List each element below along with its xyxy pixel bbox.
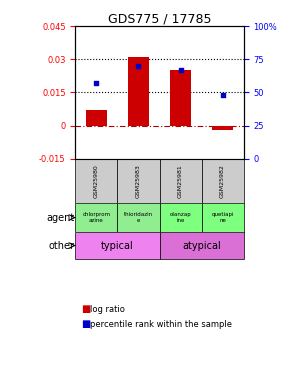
Text: GSM25983: GSM25983 [136,164,141,198]
Bar [160,159,202,203]
Text: agent: agent [46,213,75,222]
Bar [75,232,160,259]
Text: GSM25981: GSM25981 [178,164,183,198]
Bar [202,159,244,203]
Text: GSM25980: GSM25980 [94,164,99,198]
Bar [75,203,117,232]
Text: chlorprom
azine: chlorprom azine [82,212,110,223]
Text: ■: ■ [81,304,90,314]
Text: percentile rank within the sample: percentile rank within the sample [90,320,232,329]
Text: log ratio: log ratio [90,305,125,314]
Title: GDS775 / 17785: GDS775 / 17785 [108,12,211,25]
Text: atypical: atypical [182,240,221,250]
Bar [86,110,107,126]
Point [136,63,141,69]
Point [178,67,183,73]
Text: ■: ■ [81,320,90,329]
Bar [128,57,149,126]
Bar [160,203,202,232]
Text: thioridazin
e: thioridazin e [124,212,153,223]
Bar [170,70,191,126]
Bar [212,126,233,130]
Bar [202,203,244,232]
Text: olanzap
ine: olanzap ine [170,212,191,223]
Text: typical: typical [101,240,134,250]
Text: other: other [48,240,75,250]
Point [94,80,99,86]
Bar [160,232,244,259]
Text: GSM25982: GSM25982 [220,164,225,198]
Text: quetiapi
ne: quetiapi ne [211,212,234,223]
Point [220,92,225,98]
Bar [117,203,160,232]
Bar [117,159,160,203]
Bar [75,159,117,203]
